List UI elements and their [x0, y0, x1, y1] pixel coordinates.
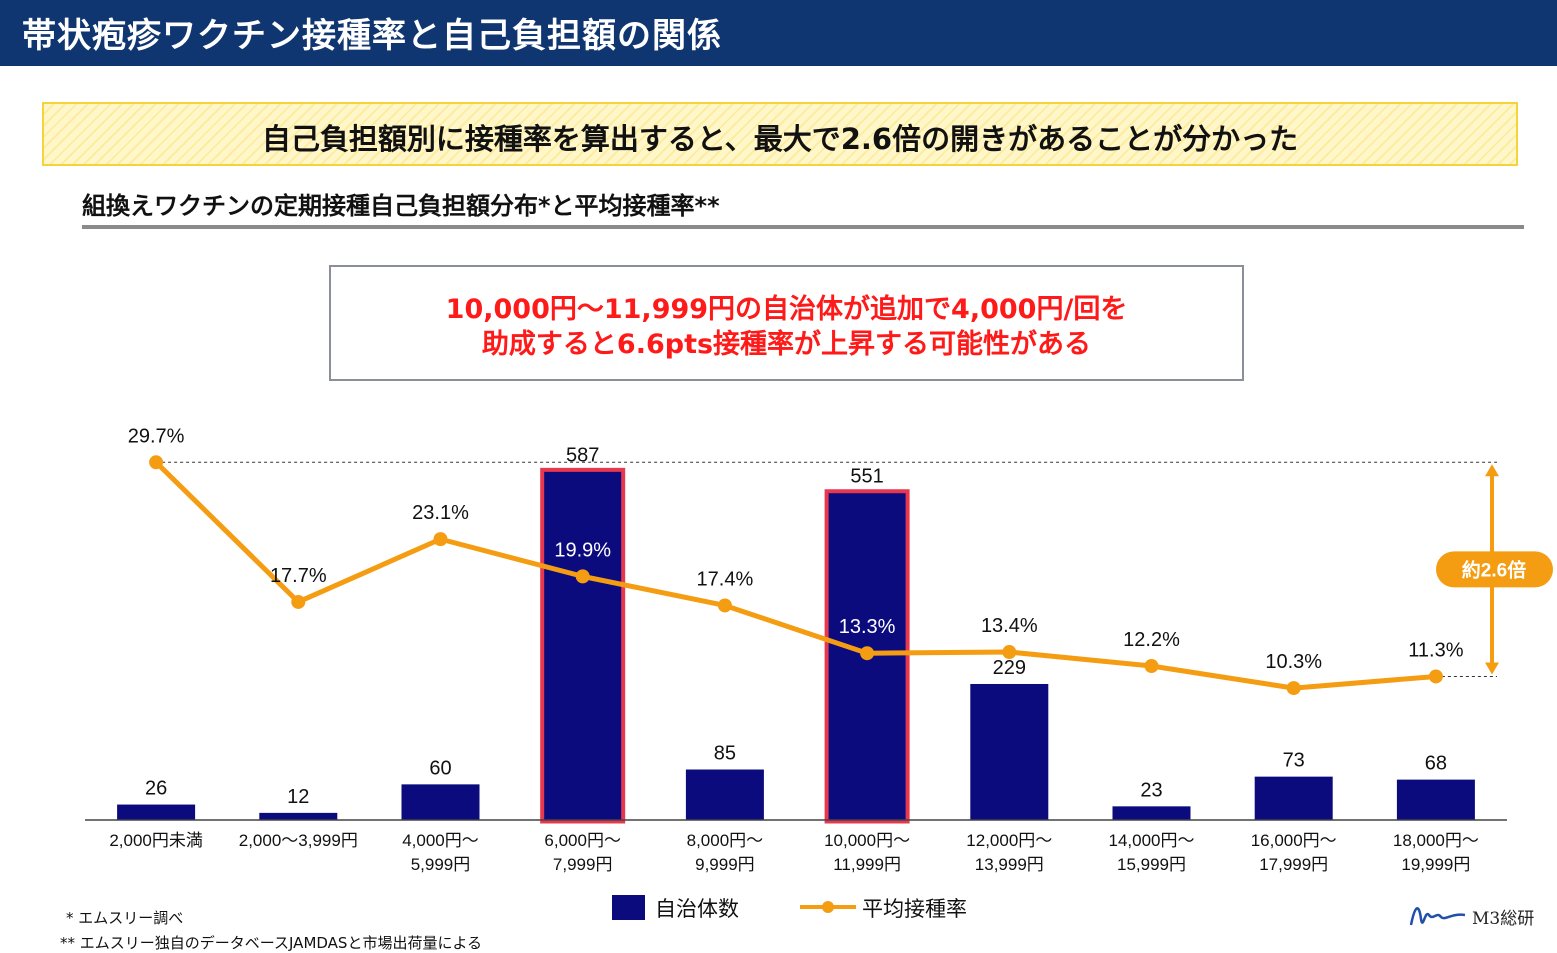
footnote-1: * エムスリー調べ	[66, 909, 184, 927]
callout-box: 10,000円～11,999円の自治体が追加で4,000円/回を 助成すると6.…	[329, 265, 1244, 381]
bar-label-6: 229	[993, 657, 1026, 679]
chart-subtitle: 組換えワクチンの定期接種自己負担額分布*と平均接種率**	[82, 192, 720, 220]
rate-label-0: 29.7%	[128, 425, 185, 447]
x-tick-labels: 2,000円未満 2,000～3,999円 4,000円～ 5,999円 6,000円～…	[109, 831, 1479, 874]
m3-logo-mark	[1409, 907, 1466, 926]
ratio-arrow-head-down	[1485, 662, 1499, 675]
rate-label-5: 13.3%	[839, 616, 896, 638]
x-tick-8-1: 17,999円	[1259, 855, 1328, 874]
bar-label-7: 23	[1140, 779, 1162, 801]
rate-label-4: 17.4%	[697, 568, 754, 590]
bar-4	[685, 769, 764, 820]
callout-line-1: 10,000円～11,999円の自治体が追加で4,000円/回を	[445, 294, 1128, 325]
bar-2	[401, 784, 480, 820]
x-tick-9-0: 18,000円～	[1393, 831, 1479, 850]
rate-point-8	[1286, 681, 1301, 696]
headline-box: 自己負担額別に接種率を算出すると、最大で2.6倍の開きがあることが分かった	[42, 102, 1518, 166]
bar-label-0: 26	[145, 778, 167, 800]
ratio-badge-label: 約2.6倍	[1462, 558, 1526, 581]
bar-6	[970, 683, 1049, 820]
ratio-arrow-head-up	[1485, 464, 1499, 477]
bar-0	[117, 804, 196, 820]
rate-point-3	[575, 569, 590, 584]
bar-7	[1112, 806, 1191, 820]
rate-point-5	[860, 646, 875, 661]
bar-series	[117, 467, 1475, 824]
footnote-2: ** エムスリー独自のデータベースJAMDASと市場出荷量による	[60, 934, 483, 952]
headline-text: 自己負担額別に接種率を算出すると、最大で2.6倍の開きがあることが分かった	[261, 122, 1299, 156]
bar-9	[1396, 779, 1475, 820]
legend-bar-label: 自治体数	[655, 897, 739, 921]
legend-line-swatch	[800, 901, 856, 913]
line-value-labels: 29.7% 17.7% 23.1% 19.9% 17.4% 13.3% 13.4% 12.2%…	[128, 425, 1464, 673]
rate-label-6: 13.4%	[981, 615, 1038, 637]
rate-point-7	[1144, 658, 1159, 673]
rate-label-7: 12.2%	[1123, 629, 1180, 651]
bar-1	[259, 812, 338, 820]
x-tick-7-0: 14,000円～	[1109, 831, 1195, 850]
x-tick-4-1: 9,999円	[695, 855, 755, 874]
rate-point-6	[1002, 645, 1017, 660]
bar-label-5: 551	[850, 466, 883, 488]
x-tick-3-1: 7,999円	[553, 855, 613, 874]
bar-label-9: 68	[1425, 753, 1447, 775]
rate-label-8: 10.3%	[1265, 651, 1322, 673]
rate-label-3: 19.9%	[554, 539, 611, 561]
x-tick-9-1: 19,999円	[1401, 855, 1470, 874]
ratio-badge	[1436, 551, 1553, 588]
x-tick-7-1: 15,999円	[1117, 855, 1186, 874]
page-title: 帯状疱疹ワクチン接種率と自己負担額の関係	[22, 16, 722, 56]
legend-line-label: 平均接種率	[862, 897, 967, 921]
x-tick-8-0: 16,000円～	[1251, 831, 1337, 850]
rate-point-2	[433, 532, 448, 547]
x-tick-6-1: 13,999円	[975, 855, 1044, 874]
x-tick-3-0: 6,000円～	[544, 831, 621, 850]
rate-point-4	[717, 598, 732, 613]
bar-value-labels: 26 12 60 587 85 551 229 23 73 68	[145, 444, 1447, 808]
bar-label-3: 587	[566, 444, 599, 466]
rate-point-9	[1428, 669, 1443, 684]
x-tick-5-0: 10,000円～	[824, 831, 910, 850]
legend-bar-swatch	[612, 895, 645, 920]
bar-label-2: 60	[429, 757, 451, 779]
ratio-annotation: 約2.6倍	[1436, 464, 1553, 675]
callout-line-2: 助成すると6.6pts接種率が上昇する可能性がある	[481, 329, 1092, 360]
x-tick-0-0: 2,000円未満	[109, 831, 203, 850]
reference-lines	[156, 461, 1497, 677]
bar-3	[543, 471, 622, 820]
rate-label-9: 11.3%	[1408, 639, 1463, 661]
rate-point-1	[291, 594, 306, 609]
x-tick-5-1: 11,999円	[833, 855, 901, 874]
bar-label-4: 85	[714, 743, 736, 765]
logo-text: M3総研	[1472, 909, 1535, 929]
bar-label-1: 12	[287, 786, 309, 808]
bar-highlight-5	[824, 489, 910, 824]
rate-line	[154, 460, 1437, 691]
x-tick-1-0: 2,000～3,999円	[239, 831, 358, 850]
line-series	[149, 455, 1443, 696]
rate-label-1: 17.7%	[270, 565, 327, 587]
bar-highlight-3	[540, 467, 626, 824]
bar-label-8: 73	[1283, 750, 1305, 772]
title-bar: 帯状疱疹ワクチン接種率と自己負担額の関係	[0, 0, 1557, 66]
rate-point-0	[149, 455, 164, 470]
x-tick-4-0: 8,000円～	[687, 831, 764, 850]
x-tick-2-0: 4,000円～	[402, 831, 479, 850]
bar-8	[1254, 776, 1333, 820]
subtitle-divider	[82, 225, 1524, 229]
rate-label-2: 23.1%	[412, 502, 469, 524]
x-tick-2-1: 5,999円	[411, 855, 471, 874]
x-tick-6-0: 12,000円～	[966, 831, 1052, 850]
